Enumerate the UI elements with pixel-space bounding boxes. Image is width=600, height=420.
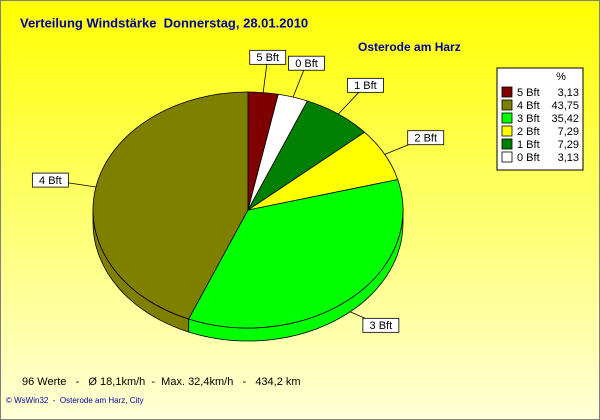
label-box bbox=[249, 49, 287, 65]
legend-value: 7,29 bbox=[558, 126, 579, 138]
legend-value: 43,75 bbox=[551, 100, 579, 112]
label-box bbox=[347, 77, 384, 93]
legend: % 5 Bft 3,13 4 Bft 43,75 3 Bft 35,42 2 Bft 7,29 1… bbox=[496, 67, 584, 171]
slice bbox=[247, 93, 308, 211]
slice-label-text: 4 Bft bbox=[39, 175, 62, 187]
legend-swatch bbox=[501, 138, 513, 150]
slice-label-text: 3 Bft bbox=[370, 320, 393, 332]
label-box bbox=[407, 130, 445, 146]
slice-label-text: 5 Bft bbox=[256, 52, 279, 64]
label-box bbox=[288, 55, 325, 71]
legend-swatch bbox=[501, 125, 513, 137]
legend-label: 0 Bft bbox=[517, 152, 540, 164]
legend-value: 3,13 bbox=[558, 152, 579, 164]
slice-label: 2 Bft bbox=[407, 130, 445, 146]
credit: © WsWin32 - Osterode am Harz, City bbox=[6, 396, 143, 405]
slice-label: 5 Bft bbox=[249, 49, 287, 65]
legend-value: 3,13 bbox=[558, 87, 579, 99]
legend-swatch bbox=[501, 151, 513, 163]
legend-label: 4 Bft bbox=[517, 100, 540, 112]
legend-label: 2 Bft bbox=[517, 126, 540, 138]
label-box bbox=[31, 172, 69, 188]
label-box bbox=[362, 317, 400, 333]
chart-subtitle: Osterode am Harz bbox=[358, 40, 461, 54]
legend-title: % bbox=[556, 71, 566, 83]
chart-title: Verteilung Windstärke Donnerstag, 28.01.… bbox=[20, 15, 308, 30]
legend-label: 5 Bft bbox=[517, 87, 540, 99]
slice-label: 4 Bft bbox=[31, 172, 69, 188]
legend-label: 3 Bft bbox=[517, 113, 540, 125]
slice-label: 3 Bft bbox=[362, 317, 400, 333]
slice-label-text: 1 Bft bbox=[354, 80, 377, 92]
legend-value: 35,42 bbox=[551, 113, 579, 125]
slice-label: 1 Bft bbox=[347, 77, 384, 93]
slice-label: 0 Bft bbox=[288, 55, 325, 71]
legend-swatch bbox=[501, 86, 513, 98]
legend-swatch bbox=[501, 99, 513, 111]
slice bbox=[188, 178, 404, 329]
slice-label-text: 0 Bft bbox=[295, 58, 318, 70]
slice-label-text: 2 Bft bbox=[414, 133, 437, 145]
footer: 96 Werte - Ø 18,1km/h - Max. 32,4km/h - … bbox=[22, 376, 301, 388]
legend-label: 1 Bft bbox=[517, 139, 540, 151]
legend-value: 7,29 bbox=[558, 139, 579, 151]
legend-swatch bbox=[501, 112, 513, 124]
pie: 5 Bft 4 Bft 3 Bft 2 Bft 1 Bft 0 Bft bbox=[31, 49, 445, 342]
